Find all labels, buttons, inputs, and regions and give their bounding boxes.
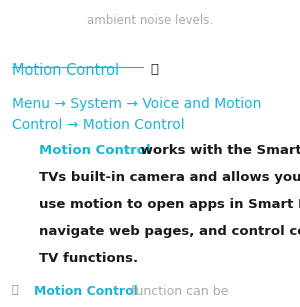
Text: navigate web pages, and control certain: navigate web pages, and control certain — [39, 225, 300, 238]
Text: use motion to open apps in Smart Hub,: use motion to open apps in Smart Hub, — [39, 198, 300, 211]
Text: 👋: 👋 — [150, 63, 158, 76]
Text: Control → Motion Control: Control → Motion Control — [12, 118, 184, 132]
Text: ambient noise levels.: ambient noise levels. — [87, 14, 213, 27]
Text: Ⓓ: Ⓓ — [12, 285, 19, 295]
Text: TVs built-in camera and allows you to: TVs built-in camera and allows you to — [39, 171, 300, 184]
Text: TV functions.: TV functions. — [39, 252, 138, 265]
Text: Motion Control: Motion Control — [12, 63, 119, 78]
Text: Motion Control: Motion Control — [34, 285, 138, 298]
Text: Motion Control: Motion Control — [39, 144, 151, 157]
Text: Menu → System → Voice and Motion: Menu → System → Voice and Motion — [12, 97, 261, 111]
Text: works with the Smart: works with the Smart — [136, 144, 300, 157]
Text: function can be: function can be — [127, 285, 228, 298]
